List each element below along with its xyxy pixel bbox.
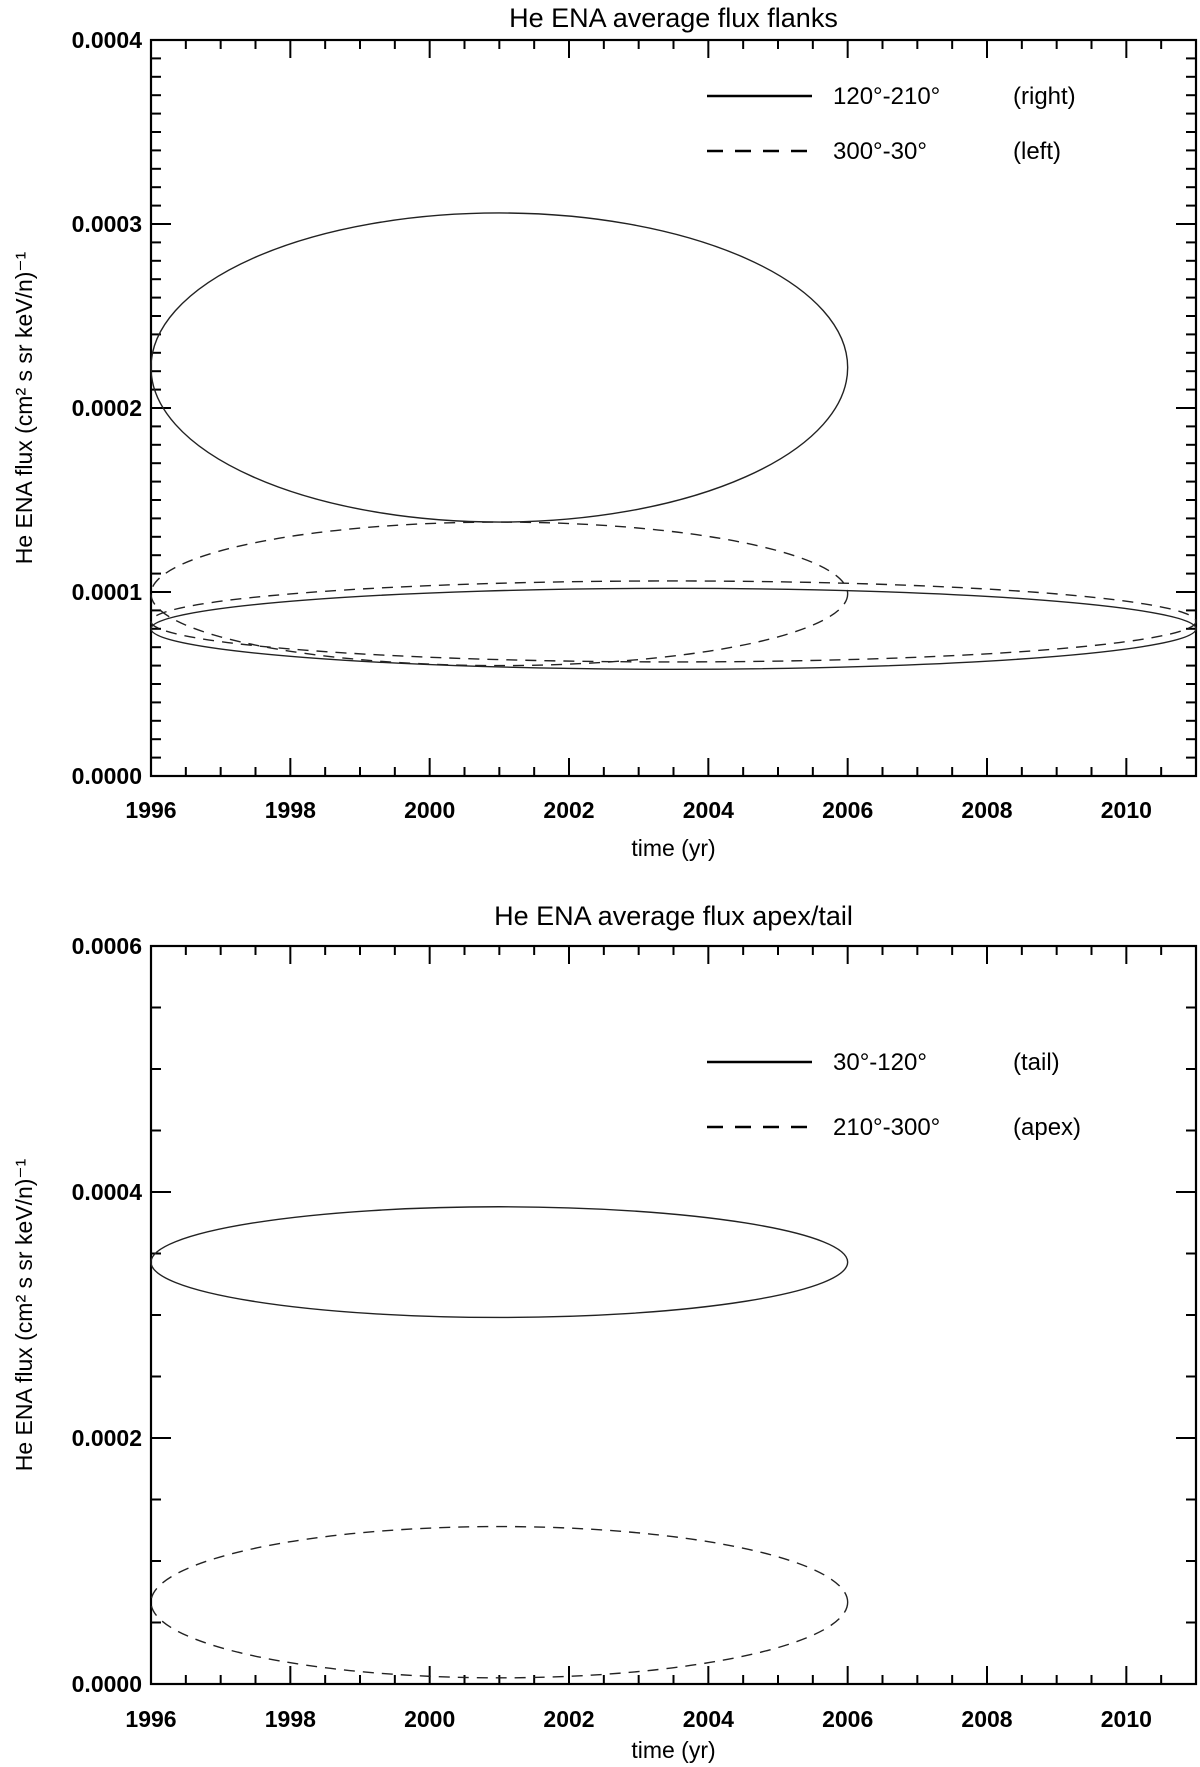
flanks-x-tick-label: 1998 (265, 797, 316, 823)
apex-tail-x-tick-label: 2000 (404, 1706, 455, 1732)
apex-tail-y-tick-label: 0.0002 (72, 1425, 142, 1451)
flanks-y-tick-label: 0.0000 (72, 763, 142, 789)
flanks-legend-note-2: (left) (1013, 138, 1061, 165)
flanks-series-1-curve-2 (150, 587, 1197, 670)
apex-tail-x-tick-label: 1998 (265, 1706, 316, 1732)
apex-tail-x-tick-label: 2004 (683, 1706, 734, 1732)
flanks-y-tick-label: 0.0001 (72, 579, 143, 605)
flanks-x-tick-label: 2002 (543, 797, 594, 823)
apex-tail-y-tick-label: 0.0004 (72, 1179, 143, 1205)
flanks-panel: He ENA average flux flanks time (yr) He … (11, 3, 1198, 861)
flanks-legend-note-1: (right) (1013, 83, 1076, 110)
flanks-legend-label-1: 120°-210° (833, 83, 940, 110)
flanks-x-tick-label: 2008 (961, 797, 1012, 823)
apex-tail-y-tick-label: 0.0006 (72, 933, 142, 959)
apex-tail-x-tick-label: 1996 (125, 1706, 176, 1732)
apex-tail-x-ticks (150, 946, 1197, 1684)
flanks-x-tick-label: 2006 (822, 797, 873, 823)
flanks-series-2-curve-2 (150, 580, 1197, 663)
flanks-plot-area (150, 212, 1197, 670)
flanks-y-tick-label: 0.0003 (72, 211, 142, 237)
apex-tail-y-tick-label: 0.0000 (72, 1671, 142, 1697)
apex-tail-legend-label-2: 210°-300° (833, 1114, 940, 1141)
flanks-y-ticks (151, 39, 1196, 777)
apex-tail-title: He ENA average flux apex/tail (494, 901, 853, 931)
flanks-title: He ENA average flux flanks (509, 3, 838, 33)
flanks-legend-label-2: 300°-30° (833, 138, 927, 165)
flanks-y-tick-label: 0.0002 (72, 395, 142, 421)
flanks-x-axis-label: time (yr) (631, 835, 715, 861)
flanks-x-tick-label: 2004 (683, 797, 734, 823)
flanks-x-tick-label: 1996 (125, 797, 176, 823)
apex-tail-x-tick-label: 2008 (961, 1706, 1012, 1732)
apex-tail-x-tick-label: 2002 (543, 1706, 594, 1732)
apex-tail-series-2-curve-1 (150, 1525, 849, 1679)
flanks-x-tick-label: 2000 (404, 797, 455, 823)
apex-tail-y-axis-label: He ENA flux (cm² s sr keV/n)⁻¹ (11, 1158, 37, 1471)
flanks-x-tick-label: 2010 (1101, 797, 1152, 823)
flanks-y-axis-label: He ENA flux (cm² s sr keV/n)⁻¹ (11, 251, 37, 564)
apex-tail-legend-note-2: (apex) (1013, 1114, 1081, 1141)
flanks-series-1-curve-1 (150, 212, 849, 523)
apex-tail-series-1-curve-1 (150, 1206, 849, 1319)
apex-tail-plot-area (150, 1206, 849, 1679)
apex-tail-x-tick-label: 2010 (1101, 1706, 1152, 1732)
apex-tail-legend-label-1: 30°-120° (833, 1049, 927, 1076)
flanks-y-tick-label: 0.0004 (72, 27, 143, 53)
apex-tail-panel: He ENA average flux apex/tail time (yr) … (11, 901, 1198, 1763)
apex-tail-x-axis-label: time (yr) (631, 1737, 715, 1763)
flanks-legend: 120°-210° (right) 300°-30° (left) (707, 83, 1076, 165)
apex-tail-legend: 30°-120° (tail) 210°-300° (apex) (707, 1049, 1081, 1141)
flanks-series-2-curve-1 (150, 521, 849, 667)
apex-tail-legend-note-1: (tail) (1013, 1049, 1060, 1076)
flanks-x-ticks (150, 40, 1197, 776)
apex-tail-x-tick-label: 2006 (822, 1706, 873, 1732)
